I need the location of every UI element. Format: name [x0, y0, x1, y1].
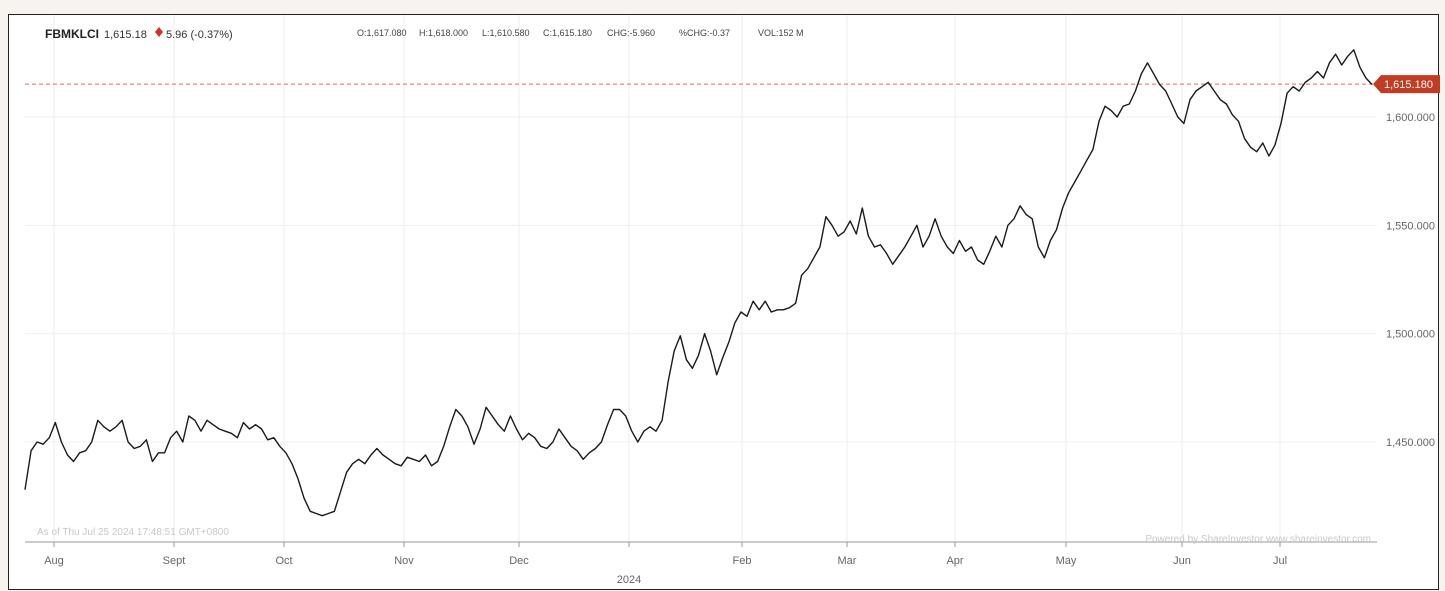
x-year-label: 2024 [617, 574, 641, 586]
chart-panel: Aug Sept Oct Nov Dec 2024 Feb Mar Apr May Jun Jul 1… [8, 14, 1440, 591]
y-tick-label: 1,500.000 [1386, 329, 1435, 341]
change-value: 5.96 (-0.37%) [166, 29, 233, 41]
open-stat: O:1,617.080 [357, 28, 407, 38]
low-stat: L:1,610.580 [482, 28, 530, 38]
pchg-stat: %CHG:-0.37 [679, 28, 730, 38]
down-diamond-icon [155, 27, 163, 37]
x-tick-label: Jun [1173, 555, 1191, 567]
x-tick-label: Sept [163, 555, 186, 567]
close-stat: C:1,615.180 [543, 28, 592, 38]
last-price-tag-background [1373, 75, 1440, 94]
x-tick-label: Dec [509, 555, 529, 567]
chg-stat: CHG:-5.960 [607, 28, 655, 38]
x-tick-label: Apr [946, 555, 963, 567]
last-price-value: 1,615.18 [104, 29, 147, 41]
symbol-label[interactable]: FBMKLCI [45, 27, 99, 41]
as-of-timestamp: As of Thu Jul 25 2024 17:48:51 GMT+0800 [37, 527, 229, 538]
last-price-tag: 1,615.180 [1373, 75, 1440, 94]
powered-by-credit[interactable]: Powered by ShareInvestor www.shareinvest… [1145, 534, 1371, 545]
grid-lines [25, 15, 1377, 542]
x-tick-label: May [1056, 555, 1077, 567]
x-tick-label: Mar [838, 555, 857, 567]
price-chart[interactable]: Aug Sept Oct Nov Dec 2024 Feb Mar Apr May Jun Jul 1… [9, 15, 1440, 591]
y-tick-label: 1,450.000 [1386, 437, 1435, 449]
x-tick-label: Oct [275, 555, 292, 567]
y-axis-ticks: 1,450.000 1,500.000 1,550.000 1,600.000 [1386, 112, 1435, 449]
x-tick-label: Aug [44, 555, 64, 567]
last-price-tag-label: 1,615.180 [1384, 79, 1433, 91]
x-tick-label: Nov [394, 555, 414, 567]
series-line [24, 49, 1373, 517]
x-tick-label: Jul [1273, 555, 1287, 567]
high-stat: H:1,618.000 [419, 28, 468, 38]
x-tick-label: Feb [733, 555, 752, 567]
x-axis-ticks: Aug Sept Oct Nov Dec 2024 Feb Mar Apr May Jun Jul [44, 542, 1287, 586]
y-tick-label: 1,550.000 [1386, 220, 1435, 232]
volume-stat: VOL:152 M [758, 28, 804, 38]
y-tick-label: 1,600.000 [1386, 112, 1435, 124]
